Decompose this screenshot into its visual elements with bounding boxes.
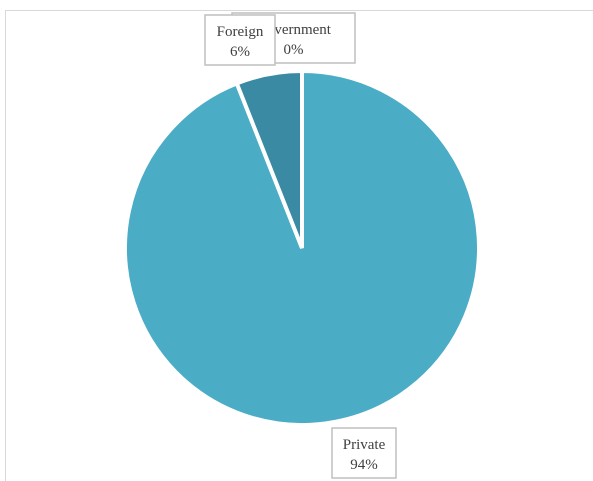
data-label-percent: 6% [230,44,250,60]
pie-slices [123,68,481,427]
data-label-foreign: Foreign 6% [204,14,276,66]
pie-slice-foreign [234,68,304,249]
pie-slice-private [123,68,481,427]
data-label-box [204,14,276,66]
data-label-percent: 0% [284,42,304,58]
data-label-category: Private [343,437,386,453]
data-label-box [331,427,397,479]
data-label-category: Foreign [217,24,264,40]
data-label-percent: 94% [350,457,378,473]
data-label-private: Private 94% [331,427,397,479]
